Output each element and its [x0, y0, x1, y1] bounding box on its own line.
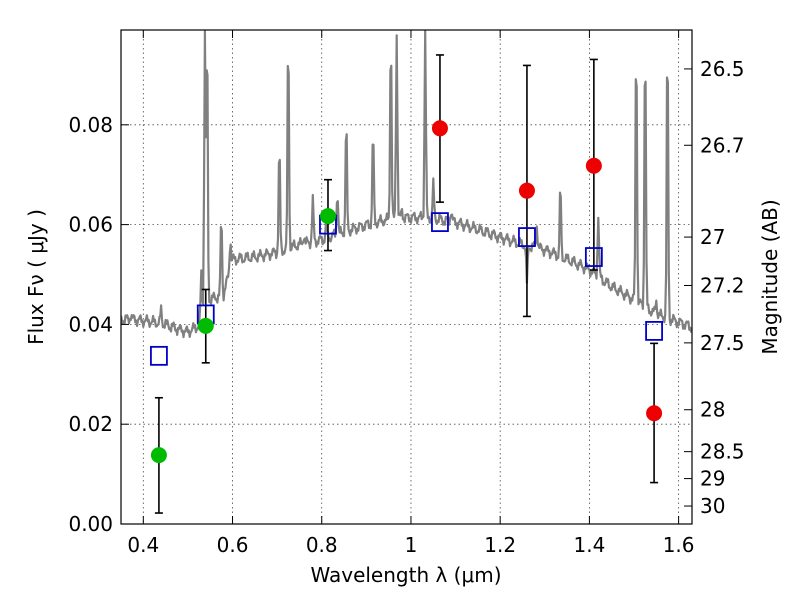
right-axis-ticks: 26.5 26.7 27 27.2 27.5 28 28.5 29 30: [684, 57, 745, 518]
y-tick-label: 0.08: [68, 113, 113, 137]
observed-nir-marker: [431, 120, 448, 137]
right-tick-label: 27.5: [700, 331, 745, 355]
model-bandpass-marker: [518, 227, 536, 247]
x-tick-label: 1.2: [484, 533, 516, 557]
model-bandpass-marker: [584, 247, 603, 267]
observed-nir-marker: [518, 182, 535, 199]
right-tick-label: 27.2: [700, 273, 745, 297]
error-bars: [154, 54, 659, 514]
right-tick-label: 29: [700, 467, 725, 491]
y-axis-ticks: 0.00 0.02 0.04 0.06 0.08: [68, 113, 129, 536]
observed-nir-marker: [585, 157, 602, 174]
data-markers: [150, 120, 663, 464]
x-tick-label: 0.6: [217, 533, 249, 557]
spectrum-line: [121, 30, 692, 339]
observed-optical-marker: [197, 317, 214, 334]
x-tick-label: 0.4: [127, 533, 159, 557]
y-tick-label: 0.00: [68, 512, 113, 536]
model-bandpass-marker: [645, 320, 663, 341]
model-bandpass-marker: [150, 345, 168, 366]
observed-optical-marker: [150, 447, 167, 464]
right-tick-label: 30: [700, 494, 725, 518]
y-tick-label: 0.02: [68, 412, 113, 436]
right-tick-label: 28.5: [700, 440, 745, 464]
right-tick-label: 26.7: [700, 133, 745, 157]
model-spectrum: [121, 30, 692, 339]
model-bandpass-marker: [431, 212, 449, 233]
observed-optical-marker: [319, 208, 336, 225]
right-tick-label: 26.5: [700, 57, 745, 81]
x-tick-label: 1.4: [573, 533, 605, 557]
y-tick-label: 0.06: [68, 213, 113, 237]
x-tick-label: 1.6: [663, 533, 695, 557]
y-axis-label: Flux Fν ( μJy ): [24, 209, 48, 345]
right-axis-label: Magnitude (AB): [758, 199, 782, 354]
y-tick-label: 0.04: [68, 312, 113, 336]
observed-nir-marker: [646, 405, 663, 422]
x-axis-ticks: 0.4 0.6 0.8 1 1.2 1.4 1.6: [127, 30, 695, 557]
x-tick-label: 0.8: [306, 533, 338, 557]
right-tick-label: 28: [700, 398, 725, 422]
x-tick-label: 1: [405, 533, 418, 557]
plot-frame: [120, 29, 693, 525]
x-axis-label: Wavelength λ (μm): [310, 563, 501, 587]
right-tick-label: 27: [700, 225, 725, 249]
